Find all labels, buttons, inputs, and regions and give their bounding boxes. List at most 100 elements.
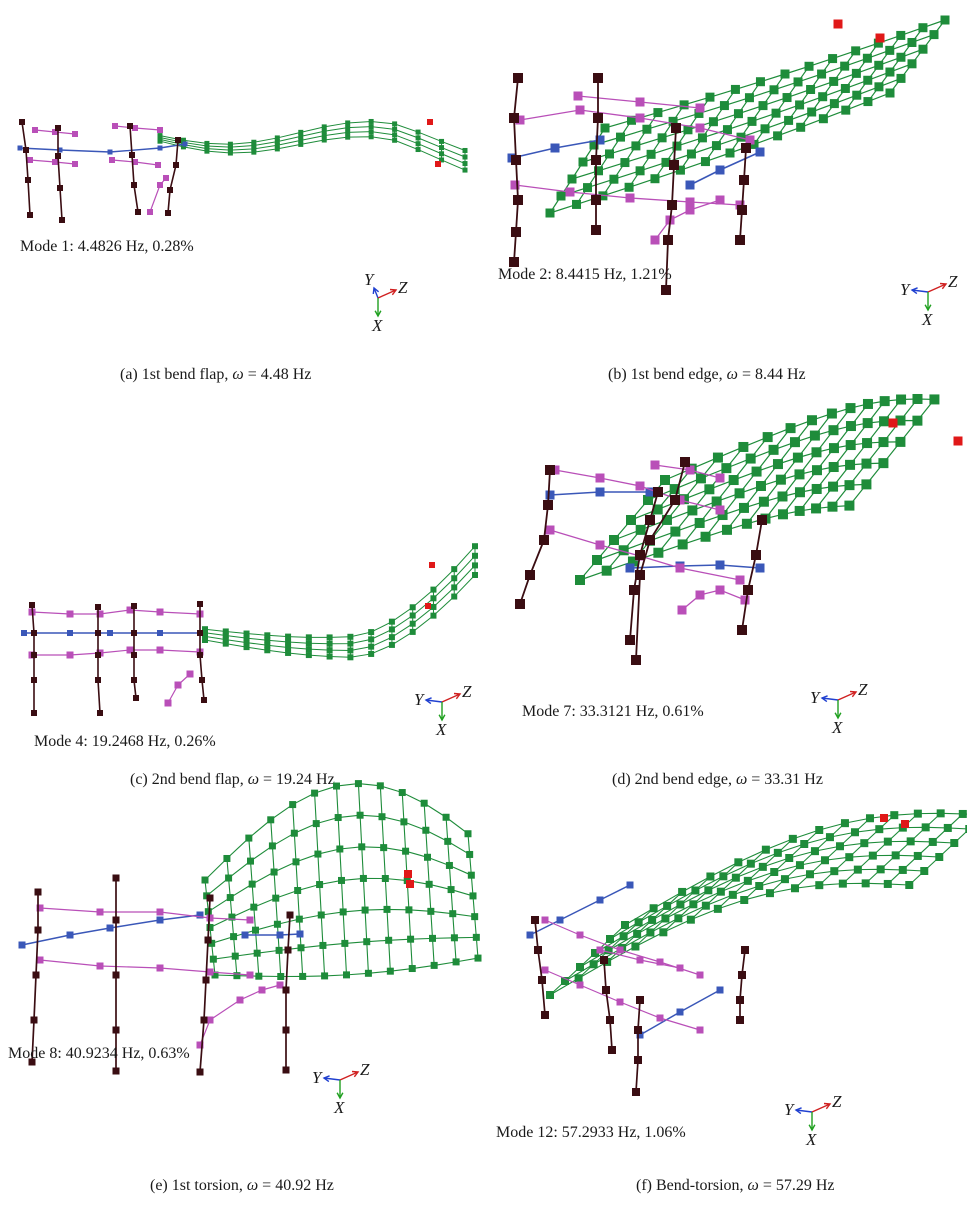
caption-f-suffix: = 57.29 Hz [758,1177,835,1194]
wing-node [204,908,212,916]
wing-spanwise-line [204,555,476,645]
wing-node [728,890,737,899]
tail-strut-node [715,195,725,205]
fuselage-node [21,630,27,636]
caption-c-prefix: (c) 2nd bend flap, [130,771,248,788]
wing-node [451,584,458,591]
tail-upper-node [635,113,645,123]
support-strut-node [629,585,639,595]
support-strut-node [57,185,63,191]
axis-x-label: X [436,720,447,739]
wing-node [683,125,693,135]
tail-lower-node [685,197,695,207]
wing-node [788,834,797,843]
wing-node [805,870,814,879]
wing-node [442,813,450,821]
axis-z-label: Z [398,278,408,297]
wing-node [935,853,944,861]
wing-node [929,394,940,405]
wing-node [806,84,816,94]
wing-node [285,644,292,651]
tail-upper-node [96,610,104,618]
wing-node [264,647,271,654]
wing-node [676,900,685,909]
wing-node [875,825,884,834]
wing-node [653,108,663,118]
omega-symbol-b: ω [726,366,738,383]
wing-node [462,154,468,160]
support-strut-node [591,225,601,235]
wing-node [794,469,805,480]
wing-node [392,126,398,132]
wing-node [233,972,241,980]
support-strut-node [95,652,101,658]
support-strut-node [27,212,33,218]
wing-node [274,139,280,145]
wing-node [768,444,779,455]
wing-node [231,952,239,960]
support-strut-node [28,1058,36,1066]
support-strut-node [31,630,37,636]
support-strut-node [606,1016,614,1024]
wing-spanwise-line [159,136,466,171]
wing-node [398,789,406,797]
support-strut-node [173,162,179,168]
wing-node [208,939,216,947]
wing-node [578,157,588,167]
axis-y-label: Y [810,688,820,707]
wing-node [868,851,877,860]
wing-node [430,586,437,593]
wing-node [430,595,437,602]
wing-node [829,76,839,86]
wing-node [835,842,844,851]
tail-top-node [636,956,644,964]
wing-node [840,819,849,828]
support-strut-node [131,182,137,188]
axis-x-arrow-head [374,310,382,318]
wing-node [211,971,219,979]
wing-node [780,69,790,79]
support-strut-node [671,123,681,133]
fuselage-node [526,931,534,939]
wing-node [853,865,862,874]
fuselage-rear-node [716,986,724,994]
wing-node [594,166,604,176]
tail-lower-2-node [132,159,138,165]
wing-node [298,133,304,139]
axis-z-arrow-head [939,282,948,290]
tail-upper-node [656,958,664,966]
wing-node [818,92,828,102]
wing-node [741,518,752,529]
axis-y-label: Y [784,1100,794,1119]
caption-c: (c) 2nd bend flap, ω = 19.24 Hz [130,771,335,789]
wing-node [876,865,885,874]
wing-node [722,125,732,135]
wing-node [298,129,304,135]
wing-node [851,46,861,56]
tail-strut-line [654,199,721,241]
wing-node [297,944,305,952]
wing-node [896,394,907,405]
wing-node [852,90,862,100]
wing-node [334,814,342,822]
wing-node [755,77,765,87]
wing-node [661,914,670,923]
wing-node [841,105,851,115]
tail-strut-node [163,175,169,181]
wing-node [333,782,340,790]
wing-node [929,30,939,40]
wing-node [905,881,914,889]
wing-node [319,941,327,949]
wing-node [368,129,374,135]
support-strut-node [59,217,65,223]
tail-upper-node [576,931,584,939]
wing-node [345,120,351,126]
wing-node [415,135,421,141]
caption-c-suffix: = 19.24 Hz [259,771,335,788]
wing-node [653,547,664,558]
support-strut-node [663,235,673,245]
wing-node [268,842,276,850]
wing-node [618,545,629,556]
tail-upper-2-node [112,123,118,129]
